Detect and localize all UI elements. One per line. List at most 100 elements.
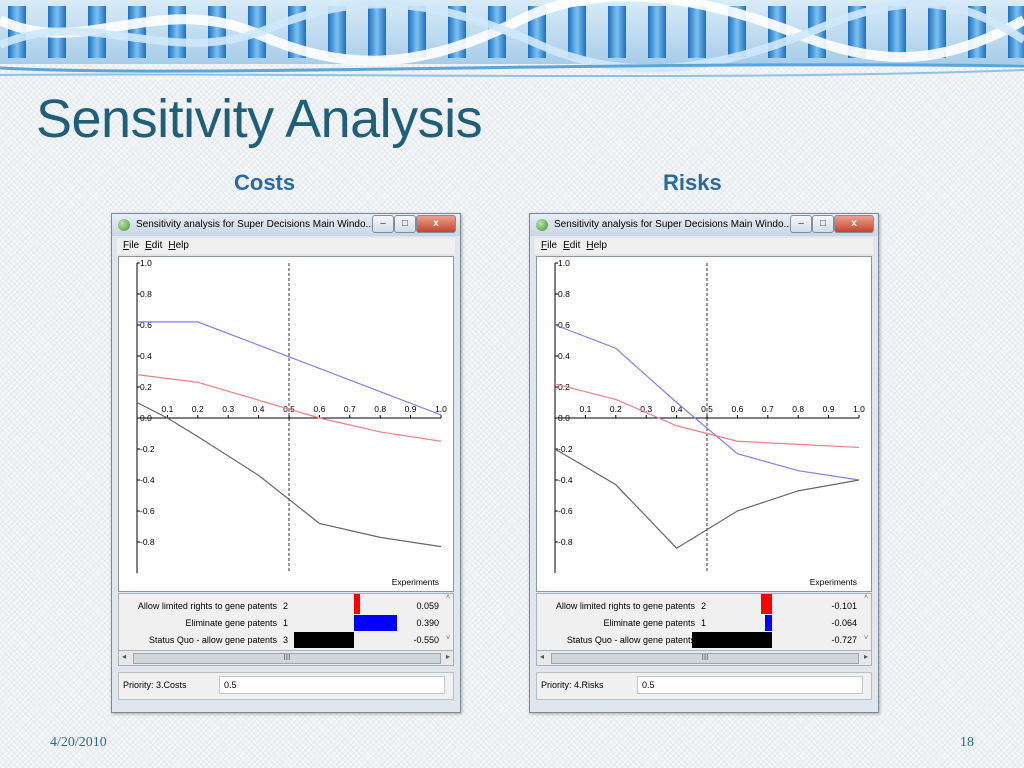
dna-bar (208, 6, 226, 58)
chart-svg: 0.1 0.2 0.3 0.4 0.5 0.6 0.7 0.8 0.9 1.00.20.40.60… (136, 258, 447, 587)
scroll-thumb[interactable]: III (133, 653, 441, 664)
dna-bar (128, 6, 146, 58)
legend-name: Status Quo - allow gene patents (148, 635, 277, 645)
legend-value: -0.550 (413, 635, 439, 645)
minimize-button[interactable]: – (790, 215, 812, 233)
legend-name: Allow limited rights to gene patents (137, 601, 277, 611)
x-tick-label: 1.0 (435, 404, 447, 414)
scroll-left-arrow[interactable]: ◂ (122, 652, 127, 661)
y-tick-label: 0.4 (558, 351, 570, 361)
y-tick-label: 0.6 (558, 320, 570, 330)
legend-name: Allow limited rights to gene patents (555, 601, 695, 611)
priority-label: Priority: 4.Risks (541, 680, 604, 690)
maximize-button[interactable]: □ (812, 215, 834, 233)
legend-number: 3 (283, 635, 289, 645)
scroll-down-arrow[interactable]: ˅ (445, 635, 451, 642)
y-tick-label: 0.8 (140, 289, 152, 299)
legend-number: 2 (701, 601, 707, 611)
legend-row: Eliminate gene patents 1 -0.064 (537, 615, 871, 631)
series-line (137, 321, 442, 416)
window-title: Sensitivity analysis for Super Decisions… (136, 219, 374, 230)
scroll-left-arrow[interactable]: ◂ (540, 652, 545, 661)
priority-value-field[interactable]: 0.5 (637, 676, 863, 694)
y-tick-label: -0.6 (558, 506, 573, 516)
legend-value: -0.727 (831, 635, 857, 645)
menu-help[interactable]: Help (168, 240, 189, 251)
scroll-right-arrow[interactable]: ▸ (445, 652, 450, 661)
risks-label: Risks (663, 170, 722, 195)
x-tick-label: 0.4 (671, 404, 683, 414)
maximize-button[interactable]: □ (394, 215, 416, 233)
legend-name: Eliminate gene patents (185, 618, 277, 628)
menu-help[interactable]: Help (586, 240, 607, 251)
legend-scrollbar[interactable]: ˄ ˅ (861, 594, 871, 650)
x-tick-label: 0.2 (192, 404, 204, 414)
series-line (554, 448, 860, 549)
dna-bar (168, 6, 186, 58)
series-line (554, 324, 860, 481)
dna-bar (648, 6, 666, 58)
legend-scrollbar[interactable]: ˄ ˅ (443, 594, 453, 650)
legend-value-bar (760, 594, 772, 614)
dna-bar (368, 6, 386, 58)
y-tick-label: 1.0 (140, 258, 152, 268)
x-axis-label: Experiments (810, 577, 857, 587)
scroll-right-arrow[interactable]: ▸ (863, 652, 868, 661)
x-axis-label: Experiments (392, 577, 439, 587)
y-tick-label: 0.0 (140, 413, 152, 423)
menu-file[interactable]: File (541, 240, 558, 251)
priority-bar: Priority: 4.Risks 0.5 (536, 672, 872, 700)
close-button[interactable]: x (416, 215, 456, 233)
legend-name: Eliminate gene patents (603, 618, 695, 628)
legend-value-bar (692, 632, 772, 648)
dna-bar (888, 6, 906, 58)
y-tick-label: 0.6 (140, 320, 152, 330)
horizontal-scrollbar[interactable]: ◂ III ▸ (118, 650, 454, 666)
scroll-down-arrow[interactable]: ˅ (863, 635, 869, 642)
close-button[interactable]: x (834, 215, 874, 233)
dna-bar (928, 6, 946, 58)
y-tick-label: -0.2 (558, 444, 573, 454)
x-tick-label: 0.8 (374, 404, 386, 414)
legend-value-bar (354, 594, 361, 614)
menu-edit[interactable]: Edit (145, 240, 163, 251)
scroll-up-arrow[interactable]: ˄ (445, 594, 451, 601)
legend-number: 2 (283, 601, 289, 611)
dna-bar (608, 6, 626, 58)
dna-bar (328, 6, 346, 58)
y-tick-label: -0.2 (140, 444, 155, 454)
x-tick-label: 0.3 (222, 404, 234, 414)
menu-bar: File Edit Help (535, 238, 873, 254)
dna-banner (0, 0, 1024, 78)
title-bar: Sensitivity analysis for Super Decisions… (112, 214, 460, 236)
scroll-thumb[interactable]: III (551, 653, 859, 664)
menu-edit[interactable]: Edit (563, 240, 581, 251)
legend-value: -0.064 (831, 618, 857, 628)
y-tick-label: -0.8 (558, 537, 573, 547)
x-tick-label: 0.7 (762, 404, 774, 414)
app-icon (536, 219, 548, 231)
minimize-button[interactable]: – (372, 215, 394, 233)
legend-number: 1 (701, 618, 707, 628)
scroll-up-arrow[interactable]: ˄ (863, 594, 869, 601)
x-tick-label: 0.9 (405, 404, 417, 414)
y-tick-label: -0.6 (140, 506, 155, 516)
priority-value-field[interactable]: 0.5 (219, 676, 445, 694)
title-bar: Sensitivity analysis for Super Decisions… (530, 214, 878, 236)
legend-row: Status Quo - allow gene patents 3 -0.550 (119, 632, 453, 648)
legend-value: -0.101 (831, 601, 857, 611)
sensitivity-plot: 0.1 0.2 0.3 0.4 0.5 0.6 0.7 0.8 0.9 1.0 0.2 0.4 0.6 0… (118, 256, 454, 592)
legend-value-bar (764, 615, 772, 631)
x-tick-label: 0.7 (344, 404, 356, 414)
chart-svg: 0.1 0.2 0.3 0.4 0.5 0.6 0.7 0.8 0.9 1.00.20.40.60… (554, 258, 865, 587)
legend-value: 0.390 (416, 618, 439, 628)
menu-file[interactable]: File (123, 240, 140, 251)
page-number: 18 (960, 735, 974, 750)
horizontal-scrollbar[interactable]: ◂ III ▸ (536, 650, 872, 666)
x-tick-label: 0.6 (313, 404, 325, 414)
costs-label: Costs (234, 170, 296, 195)
legend-name: Status Quo - allow gene patents (566, 635, 695, 645)
priority-label: Priority: 3.Costs (123, 680, 187, 690)
y-tick-label: 0.8 (558, 289, 570, 299)
y-tick-label: 1.0 (558, 258, 570, 268)
